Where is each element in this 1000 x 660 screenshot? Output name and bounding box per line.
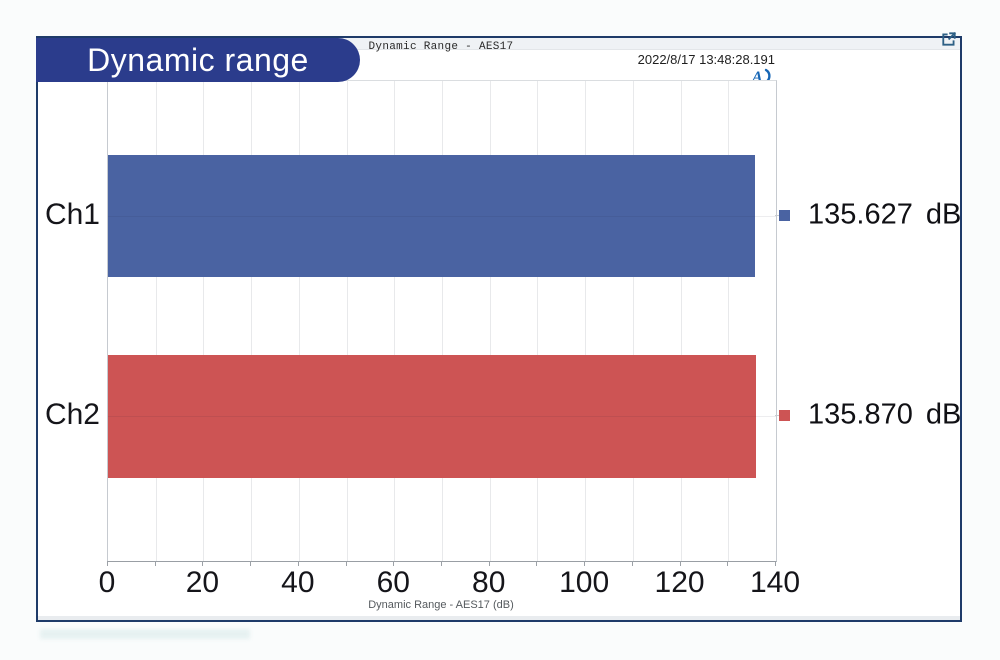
value-label: 135.870 dB xyxy=(808,399,961,432)
grid-line-horizontal xyxy=(108,416,776,417)
value-number: 135.870 xyxy=(808,398,913,431)
grid-line-vertical xyxy=(394,81,396,561)
value-marker xyxy=(779,209,790,221)
x-tick-mark xyxy=(775,561,776,566)
external-link-icon[interactable] xyxy=(941,31,957,47)
x-tick-mark xyxy=(679,561,681,566)
x-tick-label: 60 xyxy=(376,566,410,599)
x-tick-mark xyxy=(297,561,299,566)
x-tick-label: 40 xyxy=(281,566,315,599)
grid-line-vertical xyxy=(251,81,253,561)
x-axis-label: Dynamic Range - AES17 (dB) xyxy=(368,599,514,611)
category-label: Ch1 xyxy=(44,198,100,231)
x-tick-label: 100 xyxy=(559,566,610,599)
x-tick-mark xyxy=(488,561,490,566)
grid-line-vertical xyxy=(680,81,682,561)
x-tick-label: 0 xyxy=(98,566,116,599)
value-unit: dB xyxy=(925,198,962,231)
grid-line-vertical xyxy=(632,81,634,561)
value-unit: dB xyxy=(925,398,962,431)
x-tick-mark xyxy=(250,561,252,566)
badge-label: Dynamic range xyxy=(87,41,309,78)
bar-ch1 xyxy=(108,155,756,277)
grid-line-vertical xyxy=(728,81,730,561)
x-tick-mark xyxy=(584,561,586,566)
plot-area xyxy=(107,80,777,562)
x-tick-mark xyxy=(727,561,729,566)
panel-bottom-strip xyxy=(38,616,960,620)
x-tick-mark xyxy=(393,561,395,566)
bar-ch2 xyxy=(108,354,757,478)
value-number: 135.627 xyxy=(808,198,913,231)
chart-timestamp: 2022/8/17 13:48:28.191 xyxy=(637,52,775,67)
grid-line-vertical xyxy=(298,81,300,561)
watermark-remnant xyxy=(40,629,250,639)
x-tick-mark xyxy=(154,561,156,566)
value-label: 135.627 dB xyxy=(808,199,961,232)
x-tick-label: 80 xyxy=(472,566,506,599)
chart-panel: Dynamic range Dynamic Range - AES17 2022… xyxy=(36,31,962,622)
grid-line-vertical xyxy=(442,81,443,561)
grid-line-vertical xyxy=(537,81,539,561)
x-tick-label: 120 xyxy=(654,566,705,599)
x-tick-label: 140 xyxy=(749,566,801,599)
grid-line-vertical xyxy=(585,81,587,561)
grid-line-vertical xyxy=(489,81,491,561)
grid-line-vertical xyxy=(346,81,348,561)
grid-line-vertical xyxy=(203,81,205,561)
grid-line-vertical xyxy=(155,81,157,561)
x-tick-mark xyxy=(441,561,442,566)
x-tick-mark xyxy=(107,561,108,566)
value-marker xyxy=(779,409,790,421)
grid-line-horizontal xyxy=(108,216,776,217)
category-label: Ch2 xyxy=(44,398,100,431)
dynamic-range-badge: Dynamic range xyxy=(36,38,360,82)
chart-title: Dynamic Range - AES17 xyxy=(368,41,514,53)
x-tick-mark xyxy=(536,561,538,566)
x-tick-mark xyxy=(202,561,204,566)
x-tick-label: 20 xyxy=(185,566,220,599)
x-tick-mark xyxy=(631,561,633,566)
x-tick-mark xyxy=(345,561,347,566)
